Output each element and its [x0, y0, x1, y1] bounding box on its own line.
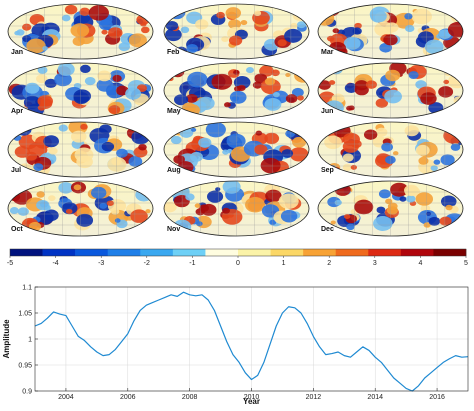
map-panel-feb: Feb: [163, 3, 310, 60]
map-panel-jan: Jan: [7, 3, 154, 60]
map-panel-aug: Aug: [163, 121, 310, 178]
colorbar-tick-label: -5: [7, 260, 13, 267]
map-outline: [163, 3, 310, 60]
month-label-dec: Dec: [321, 226, 334, 233]
amplitude-series-line: [34, 291, 469, 392]
map-outline: [317, 62, 464, 119]
x-tick-label: 2012: [306, 394, 322, 401]
colorbar-segment: [205, 249, 239, 256]
map-panel-nov: Nov: [163, 180, 310, 237]
x-tick-label: 2014: [367, 394, 383, 401]
month-label-mar: Mar: [321, 49, 334, 56]
colorbar-segment: [75, 249, 109, 256]
colorbar-segment: [400, 249, 434, 256]
colorbar-tick-label: 0: [236, 260, 240, 267]
colorbar-tick-label: 2: [327, 260, 331, 267]
map-outline: [163, 62, 310, 119]
colorbar-tick-label: -2: [144, 260, 150, 267]
colorbar-tick-label: 4: [418, 260, 422, 267]
colorbar-tick-label: -3: [98, 260, 104, 267]
colorbar-segment: [10, 249, 43, 256]
colorbar-tick-label: 5: [464, 260, 468, 267]
x-tick-label: 2008: [182, 394, 198, 401]
x-tick-label: 2010: [244, 394, 260, 401]
colorbar-tick-label: -1: [189, 260, 195, 267]
colorbar-segment: [238, 249, 271, 256]
month-label-sep: Sep: [321, 167, 334, 174]
y-tick-label: 1.05: [18, 311, 32, 318]
y-tick-label: 0.9: [22, 389, 32, 396]
colorbar-segment: [270, 249, 304, 256]
colorbar-segment: [42, 249, 76, 256]
map-panel-apr: Apr: [7, 62, 154, 119]
x-axis-label: Year: [243, 397, 260, 406]
amplitude-line-chart: 2004 2006 2008 2010 2012 2014 2016 0.9 0.95 1 1.05…: [2, 285, 469, 406]
colorbar-segment: [433, 249, 467, 256]
colorbar: -5 -4 -3 -2 -1 0 1 2 3 4 5: [7, 248, 468, 267]
map-outline: [317, 3, 464, 60]
colorbar-segment: [303, 249, 337, 256]
map-panel-sep: Sep: [317, 121, 464, 178]
map-panel-jun: Jun: [317, 62, 464, 119]
map-outline: [7, 62, 154, 119]
y-axis-label: Amplitude: [2, 319, 11, 359]
map-outline: [7, 121, 154, 178]
map-panel-jul: Jul: [7, 121, 154, 178]
month-label-oct: Oct: [11, 226, 23, 233]
y-tick-label: 0.95: [18, 363, 32, 370]
colorbar-segment: [172, 249, 206, 256]
x-tick-label: 2004: [58, 394, 74, 401]
month-label-apr: Apr: [11, 108, 23, 115]
colorbar-tick-label: -4: [52, 260, 58, 267]
month-label-aug: Aug: [167, 167, 181, 174]
month-label-jul: Jul: [11, 167, 21, 174]
monthly-maps-grid: Jan Feb Mar Apr May Jun Jul Aug Sep Oct Nov Dec: [7, 3, 464, 237]
map-outline: [317, 180, 464, 237]
x-tick-label: 2006: [120, 394, 136, 401]
month-label-feb: Feb: [167, 49, 179, 56]
colorbar-tick-label: 3: [373, 260, 377, 267]
map-outline: [163, 121, 310, 178]
month-label-jan: Jan: [11, 49, 23, 56]
y-tick-label: 1.1: [22, 285, 32, 292]
colorbar-segment: [368, 249, 402, 256]
month-label-may: May: [167, 108, 181, 115]
colorbar-segment: [107, 249, 141, 256]
colorbar-segment: [335, 249, 369, 256]
x-tick-label: 2016: [429, 394, 445, 401]
map-outline: [163, 180, 310, 237]
month-label-nov: Nov: [167, 226, 180, 233]
map-panel-dec: Dec: [317, 180, 464, 237]
map-outline: [7, 3, 154, 60]
month-label-jun: Jun: [321, 108, 333, 115]
colorbar-tick-label: 1: [282, 260, 286, 267]
map-outline: [7, 180, 154, 237]
map-panel-oct: Oct: [7, 180, 154, 237]
y-tick-label: 1: [28, 337, 32, 344]
map-panel-may: May: [163, 62, 310, 119]
map-outline: [317, 121, 464, 178]
map-panel-mar: Mar: [317, 3, 464, 60]
colorbar-segment: [140, 249, 174, 256]
